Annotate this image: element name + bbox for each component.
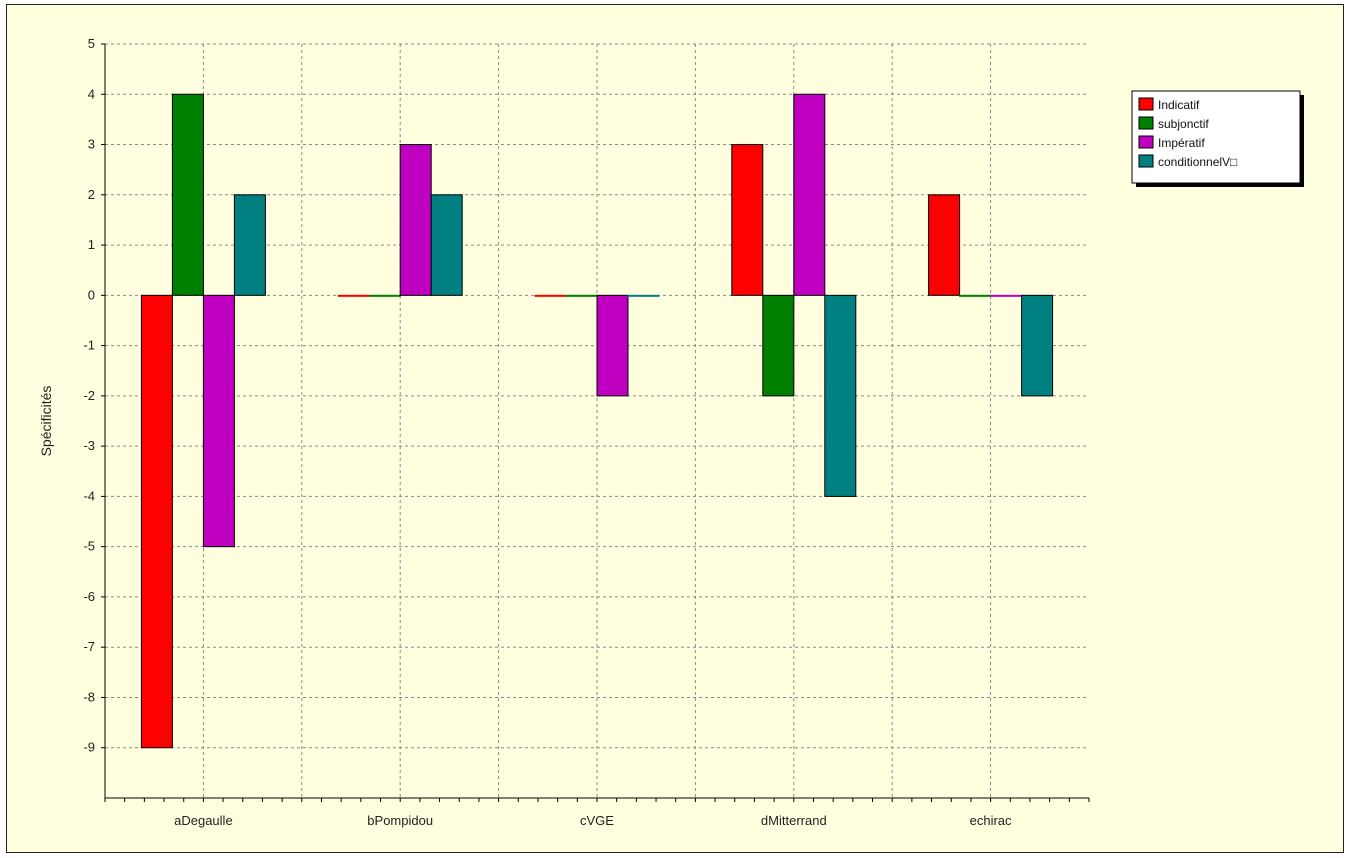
bar-echirac-1 bbox=[960, 295, 991, 296]
bar-aDegaulle-1 bbox=[172, 94, 203, 295]
bar-cVGE-3 bbox=[628, 295, 659, 296]
y-tick-label: 0 bbox=[88, 287, 95, 302]
x-category-label: cVGE bbox=[580, 813, 614, 828]
legend-swatch bbox=[1139, 117, 1153, 129]
y-tick-label: -9 bbox=[83, 740, 95, 755]
legend: Indicatif subjonctif Impératif conditionnel… bbox=[1132, 91, 1304, 187]
bar-aDegaulle-3 bbox=[234, 195, 265, 296]
y-tick-label: -6 bbox=[83, 589, 95, 604]
x-category-label: dMitterrand bbox=[761, 813, 827, 828]
bar-cVGE-0 bbox=[535, 295, 566, 296]
y-tick-label: -7 bbox=[83, 639, 95, 654]
legend-label: Indicatif bbox=[1158, 98, 1200, 112]
bar-dMitterrand-2 bbox=[794, 94, 825, 295]
bar-echirac-3 bbox=[1022, 295, 1053, 396]
y-tick-label: 5 bbox=[88, 36, 95, 51]
legend-label: conditionnelV□ bbox=[1158, 155, 1237, 169]
y-axis-label: Spécificités bbox=[38, 386, 54, 457]
bar-dMitterrand-3 bbox=[825, 295, 856, 496]
plot-area bbox=[105, 44, 1089, 798]
legend-label: subjonctif bbox=[1158, 117, 1209, 131]
bar-bPompidou-0 bbox=[338, 295, 369, 296]
y-tick-label: -5 bbox=[83, 539, 95, 554]
bar-echirac-2 bbox=[991, 295, 1022, 296]
y-tick-label: 1 bbox=[88, 237, 95, 252]
x-category-label: aDegaulle bbox=[174, 813, 233, 828]
x-category-label: echirac bbox=[970, 813, 1012, 828]
x-category-label: bPompidou bbox=[367, 813, 433, 828]
y-tick-label: -2 bbox=[83, 388, 95, 403]
bar-echirac-0 bbox=[929, 195, 960, 296]
chart-frame: 5 4 3 2 1 0 -1 -2 -3 -4 -5 -6 -7 -8 -9 aDegaulle bPompi… bbox=[6, 4, 1344, 853]
y-tick-label: 2 bbox=[88, 187, 95, 202]
bar-dMitterrand-0 bbox=[732, 145, 763, 296]
y-tick-label: -1 bbox=[83, 338, 95, 353]
bar-chart: 5 4 3 2 1 0 -1 -2 -3 -4 -5 -6 -7 -8 -9 aDegaulle bPompi… bbox=[7, 5, 1343, 852]
y-tick-label: -3 bbox=[83, 438, 95, 453]
y-tick-label: 3 bbox=[88, 137, 95, 152]
legend-label: Impératif bbox=[1158, 136, 1205, 150]
bar-dMitterrand-1 bbox=[763, 295, 794, 396]
y-tick-labels: 5 4 3 2 1 0 -1 -2 -3 -4 -5 -6 -7 -8 -9 bbox=[83, 36, 95, 755]
y-tick-label: -4 bbox=[83, 488, 95, 503]
bar-aDegaulle-2 bbox=[203, 295, 234, 546]
legend-swatch bbox=[1139, 98, 1153, 110]
bar-aDegaulle-0 bbox=[141, 295, 172, 747]
legend-swatch bbox=[1139, 136, 1153, 148]
bar-cVGE-2 bbox=[597, 295, 628, 396]
bar-bPompidou-3 bbox=[431, 195, 462, 296]
y-tick-label: 4 bbox=[88, 86, 95, 101]
bar-bPompidou-1 bbox=[369, 295, 400, 296]
bar-cVGE-1 bbox=[566, 295, 597, 296]
legend-swatch bbox=[1139, 155, 1153, 167]
x-category-labels: aDegaulle bPompidou cVGE dMitterrand echirac bbox=[174, 813, 1012, 828]
y-tick-label: -8 bbox=[83, 689, 95, 704]
bar-bPompidou-2 bbox=[400, 145, 431, 296]
